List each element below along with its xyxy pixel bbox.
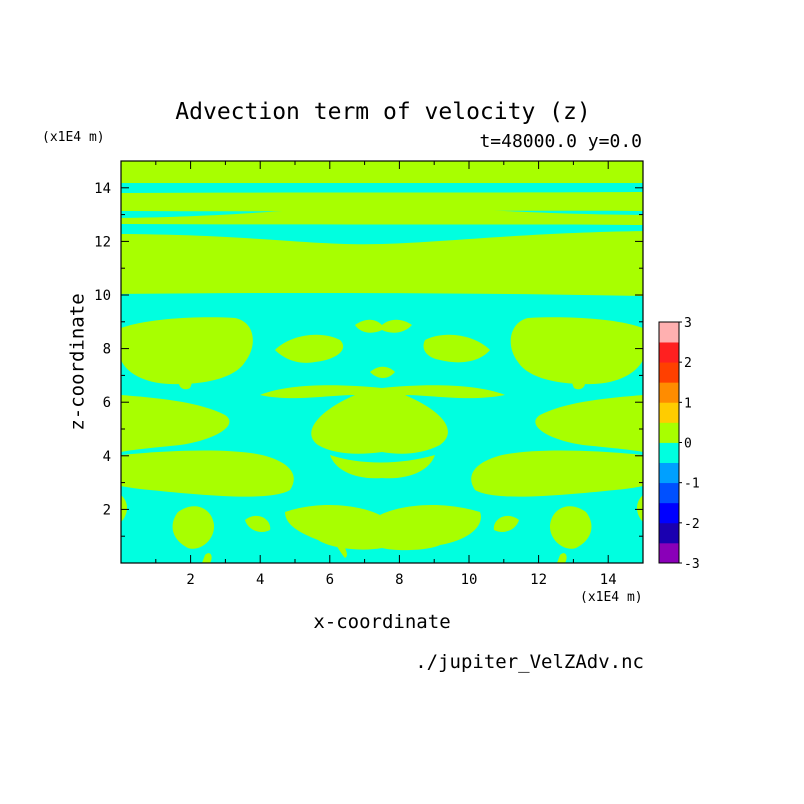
colorbar-swatch [659,422,679,443]
colorbar-tick-label: -1 [684,477,700,492]
contour-region [202,553,212,563]
colorbar-swatch [659,522,679,544]
contour-region [121,395,230,452]
x-axis-label: x-coordinate [313,611,451,633]
contour-region [275,334,344,363]
x-axis-unit: (x1E4 m) [580,590,643,605]
x-axis: 2 4 6 8 10 12 14 [155,161,617,588]
x-tick-label: 10 [461,572,478,588]
contour-region [549,506,592,549]
contour-region [121,205,643,225]
contour-region [121,317,253,385]
y-axis-label: z-coordinate [66,293,89,431]
x-tick-label: 4 [256,572,264,588]
time-position-label: t=48000.0 y=0.0 [479,131,642,152]
colorbar-tick-label: 0 [684,437,692,452]
colorbar-swatch [659,462,679,484]
contour-region [535,395,643,452]
contour-region [245,515,271,532]
y-tick-label: 2 [103,502,111,518]
x-tick-label: 2 [186,572,194,588]
x-tick-label: 14 [600,572,617,588]
colorbar-swatch [659,482,679,504]
contour-region [333,530,347,558]
contour-region [355,319,412,333]
contour-region [121,192,643,212]
plot-border [120,160,644,564]
colorbar-swatch [659,542,679,564]
y-tick-label: 8 [103,342,111,358]
x-tick-label: 8 [395,572,403,588]
colorbar-swatch [659,442,679,463]
colorbar-tick-label: 2 [684,356,692,371]
contour-field [121,161,643,563]
chart-title: Advection term of velocity (z) [175,99,591,125]
colorbar-tick-label: -3 [684,557,700,572]
contour-region [350,405,415,436]
contour-region [121,450,294,497]
contour-region [423,334,490,363]
y-tick-label: 12 [94,234,111,250]
colorbar-swatch [659,502,679,524]
contour-region [121,161,643,183]
source-filename: ./jupiter_VelZAdv.nc [415,651,644,673]
contour-region [471,450,643,497]
contour-region [557,553,567,563]
y-tick-label: 6 [103,395,111,411]
y-tick-label: 4 [103,449,111,465]
colorbar-tick-label: 3 [684,316,692,331]
contour-region [330,455,435,479]
colorbar-swatch [659,382,679,403]
contour-region [172,506,215,549]
x-tick-label: 12 [530,572,547,588]
colorbar-swatch [659,362,679,383]
colorbar-tick-label: -2 [684,517,700,532]
colorbar: 3 2 1 0 -1 -2 -3 [658,316,700,572]
y-axis-unit: (x1E4 m) [42,130,105,145]
colorbar-swatch [659,402,679,423]
plot-frame [120,160,644,564]
colorbar-tick-label: 1 [684,396,692,411]
y-axis: 2 4 6 8 10 12 14 [94,181,643,537]
colorbar-swatch [659,342,679,363]
contour-region [121,495,128,522]
y-tick-label: 10 [94,288,111,304]
colorbar-swatch [659,322,679,343]
x-tick-label: 6 [326,572,334,588]
contour-region [572,375,586,390]
contour-region [121,231,643,296]
contour-region [370,366,395,378]
contour-region [178,375,192,390]
contour-region [636,495,643,522]
contour-region [510,317,643,385]
y-tick-label: 14 [94,181,111,197]
contour-region [493,515,519,532]
